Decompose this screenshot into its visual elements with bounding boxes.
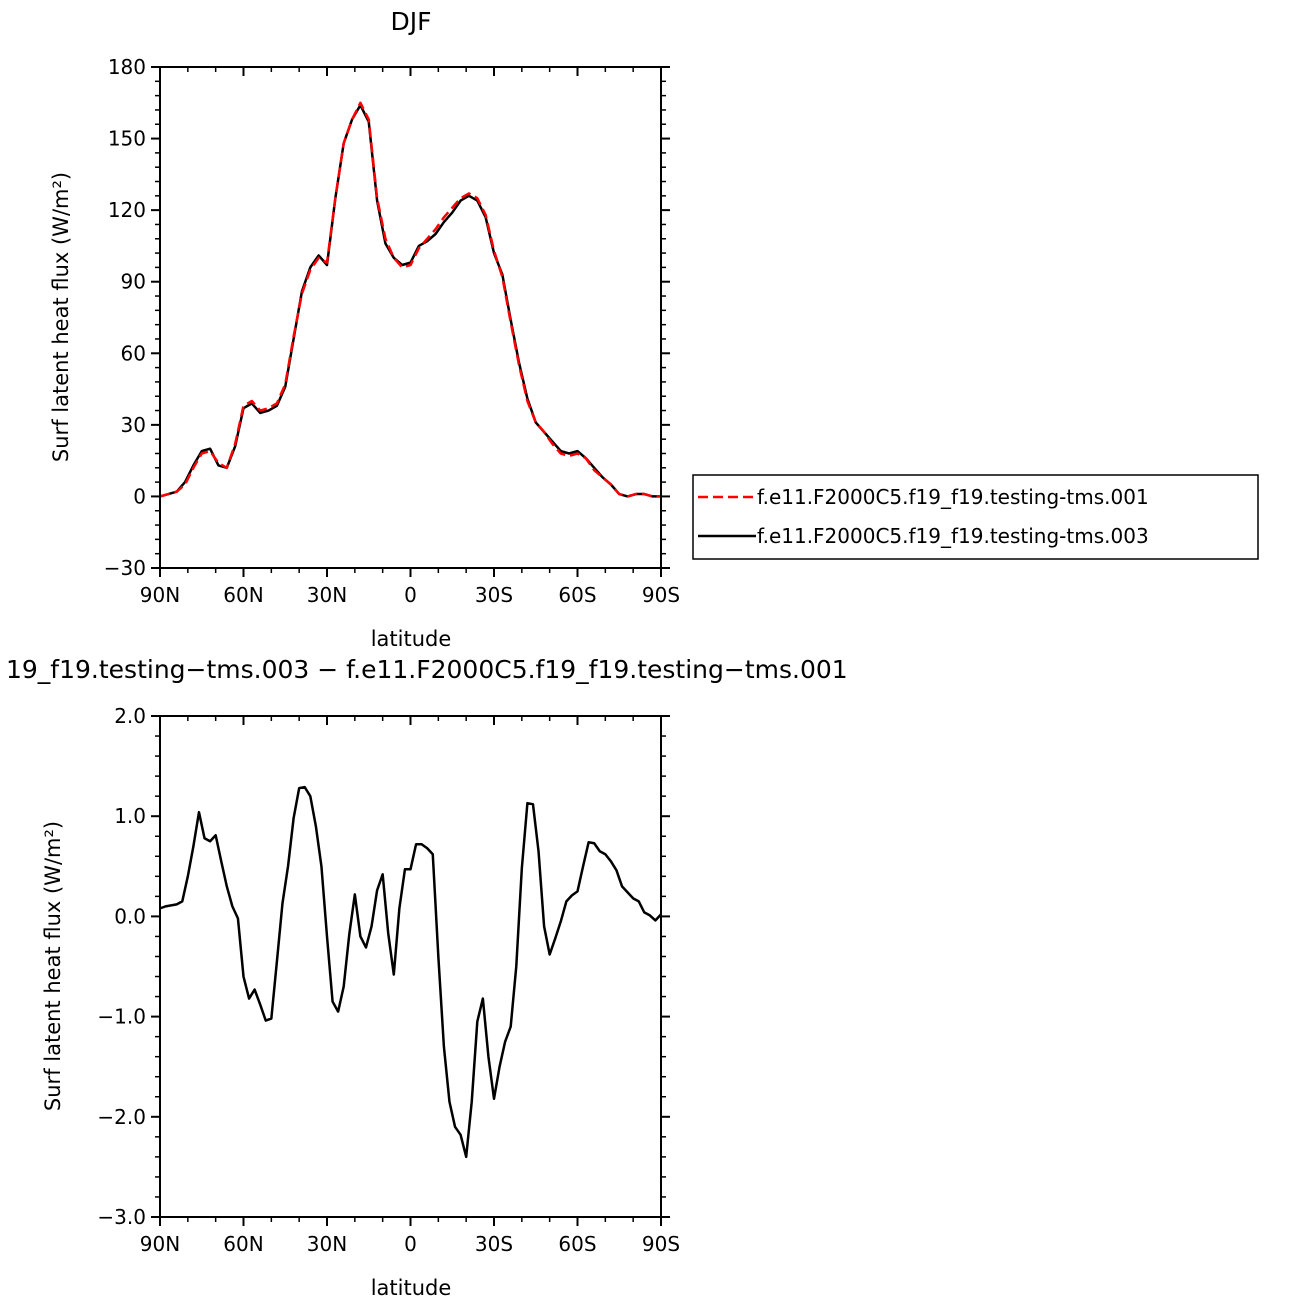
x-tick-label: 0 (404, 1232, 417, 1256)
x-tick-label: 60N (223, 1232, 263, 1256)
x-tick-label: 90N (140, 583, 180, 607)
y-tick-label: 60 (121, 341, 146, 365)
x-tick-label: 60N (223, 583, 263, 607)
series-line-0 (159, 785, 662, 1159)
bottom-series-group (159, 785, 662, 1159)
x-tick-label: 90S (642, 1232, 680, 1256)
chart-bottom: 19_f19.testing−tms.003 − f.e11.F2000C5.f… (6, 655, 848, 1300)
x-tick-label: 30N (307, 583, 347, 607)
x-tick-label: 60S (558, 583, 596, 607)
y-tick-label: 150 (108, 127, 146, 151)
series-line-1 (159, 103, 661, 498)
x-tick-label: 30S (475, 1232, 513, 1256)
x-tick-label: 30S (475, 583, 513, 607)
legend: f.e11.F2000C5.f19_f19.testing-tms.001 f.… (692, 474, 1259, 560)
top-plot-frame (159, 66, 662, 569)
x-tick-label: 90N (140, 1232, 180, 1256)
top-x-axis-title: latitude (371, 627, 452, 651)
bottom-x-axis-title: latitude (371, 1276, 452, 1300)
y-tick-label: −2.0 (97, 1105, 146, 1129)
chart-top: DJF Surf latent heat flux (W/m²) latitud… (49, 7, 680, 651)
top-axis-ticks: 90N 60N 30N 0 30S 60S 90S −30 0 30 60 90 120 150 180 (104, 55, 680, 607)
bottom-axis-ticks: 90N 60N 30N 0 30S 60S 90S −3.0 −2.0 −1.0 0.0 1.0 2.0 (97, 704, 680, 1256)
y-tick-label: 120 (108, 198, 146, 222)
y-tick-label: 0 (133, 484, 146, 508)
bottom-plot-frame (159, 715, 662, 1218)
y-tick-label: −1.0 (97, 1005, 146, 1029)
bottom-chart-title: 19_f19.testing−tms.003 − f.e11.F2000C5.f… (6, 655, 848, 684)
top-chart-title: DJF (390, 7, 431, 36)
y-tick-label: 30 (121, 413, 146, 437)
series-line-0 (159, 101, 661, 498)
top-series-group (159, 101, 661, 498)
y-tick-label: −3.0 (97, 1205, 146, 1229)
x-tick-label: 30N (307, 1232, 347, 1256)
x-tick-label: 60S (558, 1232, 596, 1256)
y-tick-label: 90 (121, 270, 146, 294)
y-tick-label: 180 (108, 55, 146, 79)
x-tick-label: 0 (404, 583, 417, 607)
legend-label-series-003: f.e11.F2000C5.f19_f19.testing-tms.003 (757, 524, 1149, 548)
legend-box (692, 474, 1259, 560)
y-tick-label: 1.0 (114, 804, 146, 828)
y-tick-label: 0.0 (114, 904, 146, 928)
x-tick-label: 90S (642, 583, 680, 607)
top-y-axis-title: Surf latent heat flux (W/m²) (49, 172, 73, 462)
y-tick-label: −30 (104, 556, 146, 580)
bottom-y-axis-title: Surf latent heat flux (W/m²) (41, 821, 65, 1111)
y-tick-label: 2.0 (114, 704, 146, 728)
legend-label-series-001: f.e11.F2000C5.f19_f19.testing-tms.001 (757, 485, 1149, 509)
